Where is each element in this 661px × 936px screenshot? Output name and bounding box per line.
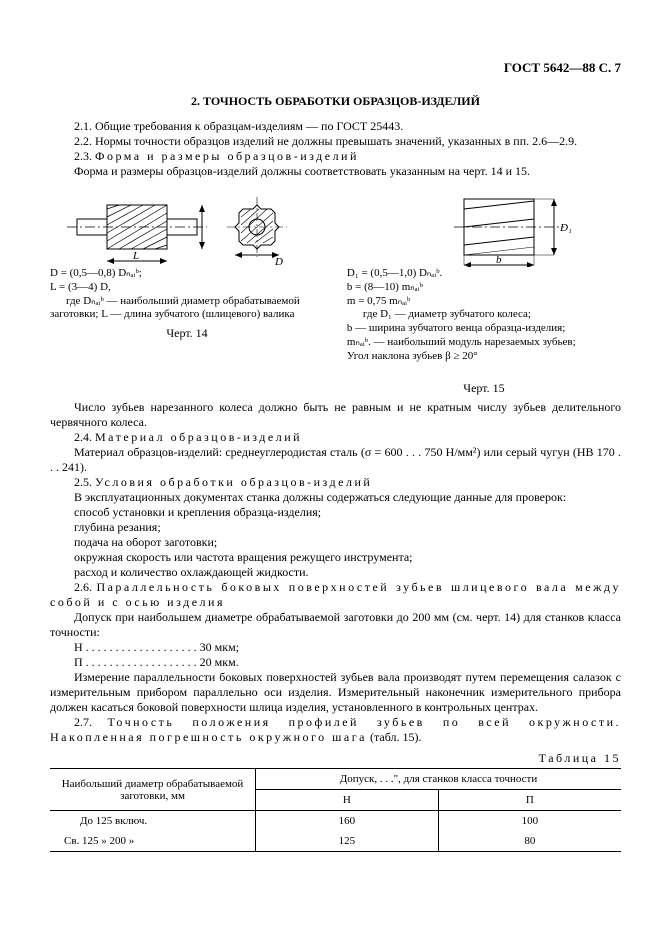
fig15-caption: Черт. 15 (347, 381, 621, 396)
para-2-6-body: Допуск при наибольшем диаметре обрабатыв… (50, 610, 621, 640)
th-col2: Допуск, . . .", для станков класса точно… (256, 769, 621, 790)
para-2-5-heading: 2.5. Условия обработки образцов-изделий (50, 475, 621, 490)
figure-14: L D D = (50, 187, 324, 396)
para-2-7-heading: 2.7. Точность положения профилей зубьев … (50, 715, 621, 745)
fig15-note4: Угол наклона зубьев β ≥ 20° (347, 350, 621, 364)
para-2-5-l3: подача на оборот заготовки; (50, 535, 621, 550)
cell-r2c2: 125 (256, 831, 439, 852)
cell-r2c1: Св. 125 » 200 » (50, 831, 256, 852)
para-2-5-l2: глубина резания; (50, 520, 621, 535)
para-2-5-intro: В эксплуатационных документах станка дол… (50, 490, 621, 505)
para-2-3-num: 2.3. (74, 149, 95, 163)
para-2-7-title: Точность положения профилей зубьев по вс… (50, 715, 621, 744)
svg-text:D: D (274, 256, 283, 267)
figure-15-svg: D₁ b (354, 187, 614, 267)
table-15-label: Таблица 15 (50, 751, 621, 766)
table-15: Наибольший диаметр обрабатываемой загото… (50, 768, 621, 852)
tol-H-label: Н (74, 640, 83, 654)
fig15-eq2: b = (8—10) mₙₐᵢᵇ (347, 281, 621, 295)
para-2-3-title: Форма и размеры образцов-изделий (95, 149, 359, 163)
fig15-note3: mₙₐᵢᵇ. — наибольший модуль нарезаемых зу… (347, 336, 621, 350)
para-2-1: 2.1. Общие требования к образцам-изделия… (50, 119, 621, 134)
fig14-eq2: L = (3—4) D, (50, 281, 324, 295)
svg-text:D₁: D₁ (559, 222, 572, 234)
para-2-7-tail: (табл. 15). (367, 730, 422, 744)
cell-r1c2: 160 (256, 811, 439, 832)
svg-text:b: b (496, 254, 502, 266)
th-sub-P: П (438, 790, 621, 811)
para-2-6-H: Н 30 мкм; (50, 640, 621, 655)
dots-icon (83, 640, 200, 654)
fig14-caption: Черт. 14 (50, 326, 324, 341)
svg-text:L: L (132, 250, 139, 262)
para-2-6-measure: Измерение параллельности боковых поверхн… (50, 670, 621, 715)
section-title: 2. ТОЧНОСТЬ ОБРАБОТКИ ОБРАЗЦОВ-ИЗДЕЛИЙ (50, 94, 621, 109)
para-2-6-heading: 2.6. Параллельность боковых поверхностей… (50, 580, 621, 610)
fig15-note2: b — ширина зубчатого венца образца-издел… (347, 322, 621, 336)
tol-P-val: 20 мкм. (200, 655, 239, 669)
th-sub-H: Н (256, 790, 439, 811)
para-2-4-num: 2.4. (74, 430, 95, 444)
figure-14-svg: L D (57, 187, 317, 267)
para-2-3-body: Форма и размеры образцов-изделий должны … (50, 164, 621, 179)
para-2-5-l1: способ установки и крепления образца-изд… (50, 505, 621, 520)
dots-icon (83, 655, 200, 669)
para-2-6-num: 2.6. (74, 580, 96, 594)
para-2-6-P: П 20 мкм. (50, 655, 621, 670)
cell-r2c3: 80 (438, 831, 621, 852)
fig15-eq1: D₁ = (0,5—1,0) Dₙₐᵢᵇ. (347, 267, 621, 281)
tol-H-val: 30 мкм; (200, 640, 239, 654)
para-2-3-heading: 2.3. Форма и размеры образцов-изделий (50, 149, 621, 164)
fig14-eq1: D = (0,5—0,8) Dₙₐᵢᵇ; (50, 267, 324, 281)
figures-row: L D D = (50, 187, 621, 396)
para-2-7-num: 2.7. (74, 715, 107, 729)
para-2-5-title: Условия обработки образцов-изделий (95, 475, 372, 489)
para-2-5-l5: расход и количество охлаждающей жидкости… (50, 565, 621, 580)
para-2-4-heading: 2.4. Материал образцов-изделий (50, 430, 621, 445)
para-2-5-l4: окружная скорость или частота вращения р… (50, 550, 621, 565)
tol-P-label: П (74, 655, 83, 669)
fig15-eq3: m = 0,75 mₙₐᵢᵇ (347, 295, 621, 309)
para-2-4-body: Материал образцов-изделий: среднеуглерод… (50, 445, 621, 475)
fig14-note: где Dₙₐᵢᵇ — наибольший диаметр обрабатыв… (50, 295, 324, 323)
para-after-fig: Число зубьев нарезанного колеса должно б… (50, 400, 621, 430)
page: ГОСТ 5642—88 С. 7 2. ТОЧНОСТЬ ОБРАБОТКИ … (0, 0, 661, 892)
fig15-note1: где D₁ — диаметр зубчатого колеса; (347, 308, 621, 322)
para-2-4-title: Материал образцов-изделий (95, 430, 302, 444)
cell-r1c3: 100 (438, 811, 621, 832)
figure-15: D₁ b D₁ = (0,5—1,0) Dₙₐᵢᵇ. b = (8—10) mₙ… (347, 187, 621, 396)
para-2-5-num: 2.5. (74, 475, 95, 489)
th-col1: Наибольший диаметр обрабатываемой загото… (50, 769, 256, 811)
cell-r1c1: До 125 включ. (50, 811, 256, 832)
table-row: Св. 125 » 200 » 125 80 (50, 831, 621, 852)
para-2-2: 2.2. Нормы точности образцов изделий не … (50, 134, 621, 149)
table-row: До 125 включ. 160 100 (50, 811, 621, 832)
doc-header: ГОСТ 5642—88 С. 7 (50, 60, 621, 76)
para-2-6-title: Параллельность боковых поверхностей зубь… (50, 580, 621, 609)
